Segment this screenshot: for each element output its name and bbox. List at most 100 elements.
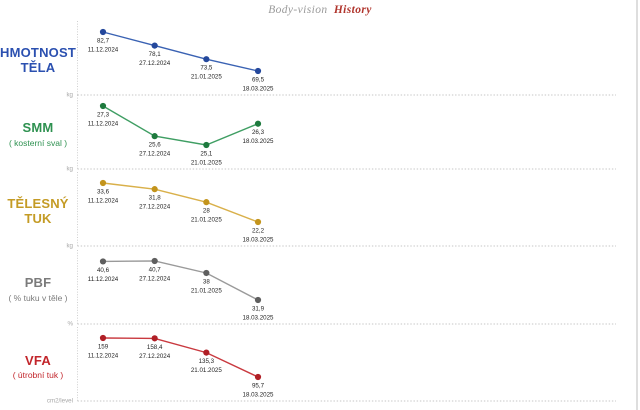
data-point-marker (151, 132, 158, 139)
value-label: 95,7 (252, 383, 265, 390)
data-point-marker (203, 269, 210, 276)
chart-row: PBF ( % tuku v těle ) % 40,6 11.12.2024 40,… (0, 247, 640, 327)
data-point-marker (99, 102, 107, 109)
date-label: 21.01.2025 (191, 367, 223, 374)
data-point-marker (203, 199, 210, 206)
chart-title: PBF (25, 276, 52, 291)
chart-label-block: HMOTNOST TĚLA (0, 18, 76, 95)
chart-subtitle: ( % tuku v těle ) (8, 292, 68, 303)
chart-canvas: % 40,6 11.12.2024 40,7 27.12.2024 38 21.01.202… (67, 249, 616, 327)
date-label: 18.03.2025 (243, 237, 275, 244)
value-label: 78,1 (149, 51, 162, 58)
data-point-marker (254, 67, 262, 75)
data-point-marker (203, 56, 210, 63)
page-title-section: History (333, 4, 372, 16)
date-label: 27.12.2024 (139, 60, 171, 67)
date-label: 18.03.2025 (243, 392, 275, 399)
series-line (102, 182, 259, 223)
unit-label: kg (66, 243, 73, 250)
chart-label-block: PBF ( % tuku v těle ) (0, 247, 76, 324)
chart-title-line: TĚLESNÝ (7, 196, 69, 212)
value-label: 135,3 (199, 358, 215, 365)
data-point-marker (99, 334, 107, 342)
chart-row: SMM ( kosterní sval ) kg 27,3 11.12.2024 25… (0, 92, 640, 172)
chart-row: VFA ( útrobní tuk ) cm2/level 159 11.12.20… (0, 324, 640, 405)
value-label: 26,3 (252, 129, 265, 136)
chart-title-line: SMM (22, 120, 54, 136)
value-label: 40,7 (149, 266, 162, 273)
data-point-marker (151, 186, 158, 193)
unit-label: cm2/level (47, 398, 73, 405)
chart-title: VFA (25, 352, 51, 369)
chart-row: HMOTNOST TĚLA kg 82,7 11.12.2024 78,1 27.12.2… (0, 18, 640, 99)
chart-label-block: VFA ( útrobní tuk ) (0, 324, 76, 401)
date-label: 11.12.2024 (88, 47, 119, 54)
value-label: 40,6 (97, 266, 110, 273)
chart-label-block: SMM ( kosterní sval ) (0, 92, 76, 169)
date-label: 27.12.2024 (139, 204, 171, 211)
date-label: 11.12.2024 (88, 353, 119, 360)
chart-title: TĚLESNÝ TUK (7, 197, 68, 226)
data-point-marker (254, 120, 262, 127)
page-title: Body-vision History (0, 4, 640, 16)
chart-canvas: cm2/level 159 11.12.2024 158,4 27.12.2024 135… (47, 327, 616, 405)
value-label: 25,6 (149, 141, 162, 148)
date-label: 18.03.2025 (243, 314, 275, 321)
value-label: 31,9 (252, 305, 265, 312)
value-label: 31,8 (149, 195, 162, 202)
series-line (102, 259, 259, 301)
date-label: 27.12.2024 (139, 353, 171, 360)
chart-canvas: kg 33,6 11.12.2024 31,8 27.12.2024 28 21.01.20… (66, 172, 616, 250)
data-point-marker (254, 373, 262, 381)
chart-title-line: TĚLA (20, 60, 56, 75)
data-point-marker (254, 218, 262, 226)
chart-subtitle: ( útrobní tuk ) (12, 370, 64, 381)
value-label: 38 (203, 278, 210, 285)
value-label: 25,1 (200, 150, 213, 157)
unit-label: % (67, 320, 73, 327)
data-point-marker (151, 257, 158, 264)
value-label: 27,3 (97, 111, 110, 118)
chart-label-block: TĚLESNÝ TUK (0, 169, 76, 246)
data-point-marker (203, 349, 210, 356)
value-label: 22,2 (252, 228, 265, 235)
value-label: 33,6 (97, 189, 110, 196)
chart-title-line: VFA (25, 352, 51, 368)
chart-title-line: HMOTNOST (0, 45, 76, 61)
date-label: 18.03.2025 (243, 86, 275, 93)
value-label: 69,5 (252, 77, 265, 84)
chart-canvas: kg 27,3 11.12.2024 25,6 27.12.2024 25,1 21.01.… (66, 94, 616, 172)
data-point-marker (99, 179, 107, 187)
value-label: 28 (203, 208, 210, 215)
value-label: 73,5 (200, 65, 213, 72)
date-label: 21.01.2025 (191, 217, 223, 224)
chart-title: HMOTNOST TĚLA (0, 46, 76, 75)
date-label: 11.12.2024 (88, 198, 119, 205)
chart-canvas: kg 82,7 11.12.2024 78,1 27.12.2024 73,5 21.01.… (66, 21, 616, 99)
date-label: 27.12.2024 (139, 150, 171, 157)
date-label: 27.12.2024 (139, 275, 171, 282)
chart-row: TĚLESNÝ TUK kg 33,6 11.12.2024 31,8 27.12.202… (0, 169, 640, 250)
unit-label: kg (66, 92, 73, 99)
value-label: 82,7 (97, 38, 110, 45)
data-point-marker (151, 42, 158, 49)
value-label: 158,4 (147, 344, 163, 351)
data-point-marker (151, 335, 158, 342)
data-point-marker (99, 28, 107, 36)
page-title-brand: Body-vision (268, 4, 328, 16)
data-point-marker (254, 296, 262, 303)
chart-subtitle: ( kosterní sval ) (8, 137, 68, 148)
window-edge-line (636, 0, 638, 410)
date-label: 11.12.2024 (88, 275, 119, 282)
data-point-marker (203, 141, 210, 148)
data-point-marker (99, 257, 107, 265)
unit-label: kg (66, 165, 73, 172)
date-label: 21.01.2025 (191, 159, 223, 166)
chart-title-line: PBF (24, 275, 52, 291)
date-label: 21.01.2025 (191, 74, 223, 81)
date-label: 11.12.2024 (88, 120, 119, 127)
series-line (102, 31, 259, 72)
value-label: 159 (98, 344, 109, 351)
chart-title-line: TUK (24, 211, 52, 226)
